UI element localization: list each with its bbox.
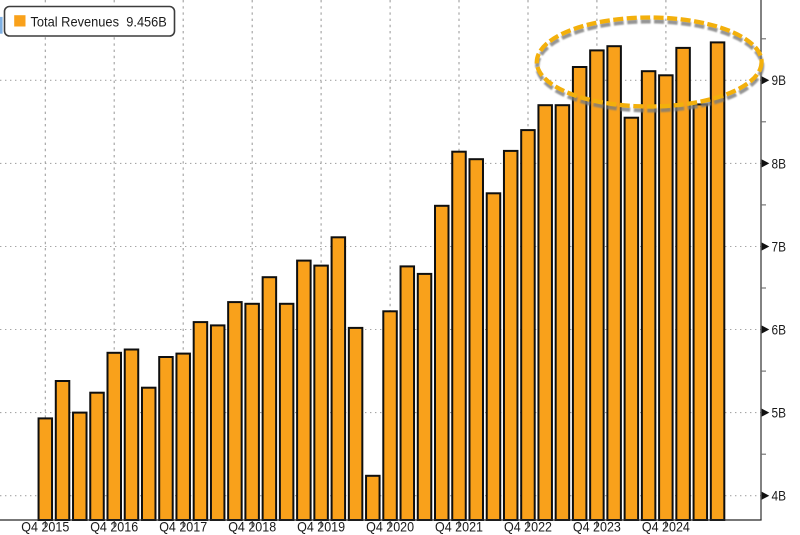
svg-text:7B: 7B <box>772 239 787 254</box>
svg-text:5B: 5B <box>772 406 787 421</box>
svg-text:9B: 9B <box>772 73 787 88</box>
svg-text:8B: 8B <box>772 156 787 171</box>
svg-text:9.456B: 9.456B <box>126 13 167 29</box>
svg-text:Total Revenues: Total Revenues <box>31 13 120 29</box>
svg-text:4B: 4B <box>772 489 787 504</box>
svg-text:6B: 6B <box>772 322 787 337</box>
